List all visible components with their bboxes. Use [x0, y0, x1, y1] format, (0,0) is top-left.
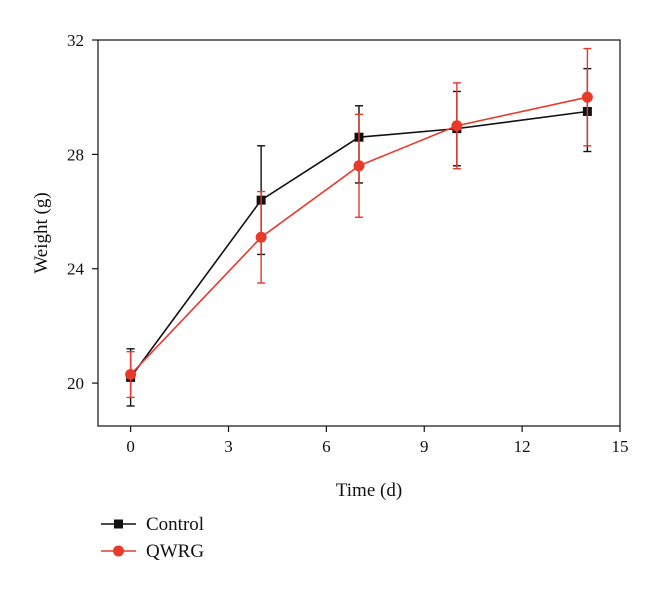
series-qwrg	[125, 47, 593, 399]
x-tick-label: 9	[420, 437, 429, 456]
y-axis-title: Weight (g)	[31, 192, 52, 273]
y-tick-label: 20	[67, 374, 84, 393]
data-point	[451, 120, 463, 132]
data-point	[125, 369, 137, 381]
x-tick-label: 6	[322, 437, 331, 456]
data-point	[255, 231, 267, 243]
legend-label: QWRG	[146, 541, 204, 562]
x-axis-title: Time (d)	[336, 480, 402, 501]
x-tick-label: 15	[612, 437, 629, 456]
x-tick-label: 3	[224, 437, 233, 456]
data-point	[353, 160, 365, 172]
x-tick-label: 12	[514, 437, 531, 456]
y-tick-label: 28	[67, 145, 84, 164]
legend-label: Control	[146, 514, 204, 535]
legend-item-qwrg: QWRG	[101, 541, 204, 562]
plot-frame	[97, 39, 621, 427]
legend-marker	[113, 545, 124, 557]
legend-marker	[114, 519, 123, 529]
ticks: 0 3 6 9 12 15 20 24 28 32	[67, 31, 629, 456]
series-layer	[125, 47, 593, 407]
axes	[97, 39, 621, 427]
legend: Control QWRG	[101, 514, 204, 562]
y-tick-label: 24	[67, 260, 85, 279]
y-tick-label: 32	[67, 31, 84, 50]
data-point	[581, 91, 593, 103]
legend-item-control: Control	[101, 514, 204, 535]
x-tick-label: 0	[126, 437, 135, 456]
